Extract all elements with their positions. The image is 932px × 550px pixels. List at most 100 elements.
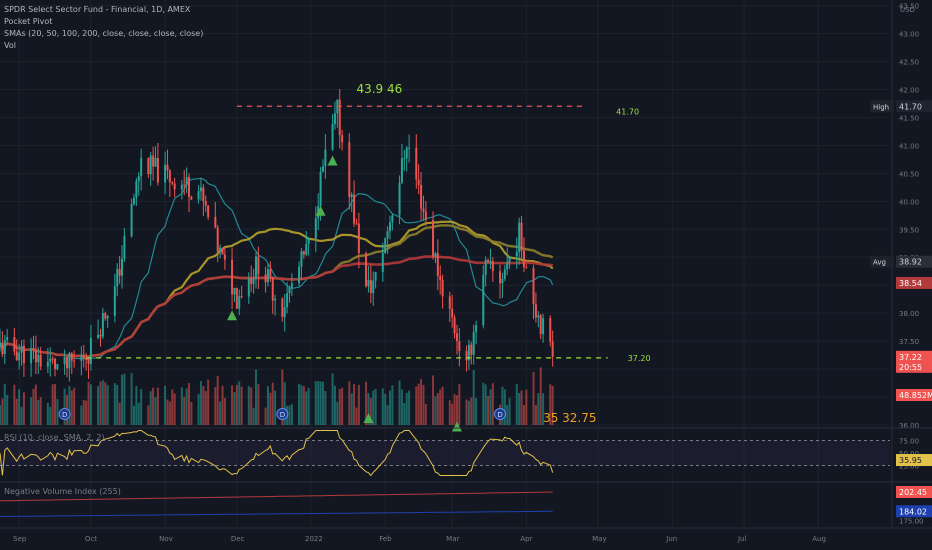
candle-body — [37, 354, 40, 363]
volume-bars — [0, 367, 554, 425]
candle-body — [436, 253, 439, 277]
volume-bar — [89, 384, 92, 425]
sma-badge-bg[interactable] — [896, 276, 932, 289]
candle-body — [266, 269, 269, 283]
volume-bar — [403, 403, 406, 425]
candle-body — [384, 238, 387, 254]
candle-body — [398, 182, 401, 216]
candle-body — [207, 205, 210, 217]
candle-body — [537, 315, 540, 318]
volume-bar — [85, 400, 88, 425]
volume-bar — [331, 373, 334, 425]
time-axis-label: Jun — [665, 535, 677, 543]
volume-bar — [135, 386, 138, 425]
candle-body — [381, 253, 384, 273]
rsi-pane-label[interactable]: RSI (10, close, SMA, 2, 2) — [4, 433, 105, 442]
price-axis-tick: 41.50 — [899, 114, 919, 122]
candle-body — [333, 113, 336, 125]
candle-body — [221, 247, 224, 255]
candle-body — [472, 331, 475, 355]
nvi-pane-label[interactable]: Negative Volume Index (255) — [4, 487, 121, 496]
volume-bar — [542, 393, 545, 425]
volume-bar — [341, 387, 344, 425]
volume-bar — [171, 389, 174, 425]
candle-body — [424, 211, 427, 221]
avg-badge: 38.92 — [899, 258, 922, 267]
candle-body — [97, 334, 100, 339]
candle-body — [542, 318, 545, 335]
volume-bar — [185, 388, 188, 425]
volume-bar — [374, 389, 377, 425]
volume-bar — [391, 385, 394, 425]
candle-body — [247, 278, 250, 297]
candle-body — [1, 342, 4, 355]
avg-badge-bg[interactable] — [896, 255, 932, 268]
rsi-line — [0, 430, 554, 477]
nvi-signal-badge-bg[interactable] — [896, 505, 932, 518]
volume-bar — [207, 379, 210, 425]
volume-bar — [348, 381, 351, 425]
candle-body — [250, 278, 253, 284]
candle-body — [65, 357, 68, 369]
candle-body — [80, 355, 83, 361]
indicator-vol[interactable]: Vol — [4, 41, 16, 50]
dividend-marker[interactable] — [276, 408, 289, 420]
candle-body — [32, 348, 35, 350]
price-axis-tick: 39.50 — [899, 226, 919, 234]
candle-body — [372, 280, 375, 294]
candle-body — [331, 124, 334, 150]
candle-body — [68, 353, 71, 369]
high-badge-bg[interactable] — [896, 100, 932, 113]
volume-bar — [97, 386, 100, 425]
candle-body — [46, 361, 49, 367]
candle-body — [183, 184, 186, 186]
candle-body — [135, 181, 138, 198]
volume-bar — [283, 382, 286, 425]
nvi-value-badge-bg[interactable] — [896, 485, 932, 498]
candle-body — [432, 220, 435, 257]
candle-body — [388, 222, 391, 232]
volume-bar — [132, 405, 135, 425]
dividend-marker[interactable] — [58, 408, 71, 420]
indicator-pocket-pivot[interactable]: Pocket Pivot — [4, 17, 53, 26]
candle-body — [6, 336, 9, 341]
candle-body — [254, 256, 257, 278]
symbol-title[interactable]: SPDR Select Sector Fund - Financial, 1D,… — [4, 5, 191, 14]
candle-body — [123, 236, 126, 259]
volume-bar — [250, 387, 253, 425]
indicator-smas[interactable]: SMAs (20, 50, 100, 200, close, close, cl… — [4, 29, 204, 38]
countdown-badge-bg[interactable] — [896, 360, 932, 373]
sma-badge: 38.54 — [899, 279, 922, 288]
volume-bar — [539, 367, 542, 425]
rsi-value-badge-bg[interactable] — [896, 454, 932, 467]
volume-bar — [37, 399, 40, 425]
volume-bar — [501, 386, 504, 425]
volume-bar — [321, 381, 324, 425]
rsi-value-badge: 35.95 — [899, 456, 922, 465]
candle-body — [132, 197, 135, 204]
candle-body — [101, 313, 104, 337]
candle-body — [39, 354, 42, 367]
volume-bar — [467, 400, 470, 425]
volume-bar — [298, 383, 301, 425]
rsi-axis-tick: 75.00 — [899, 438, 919, 446]
volume-bar — [274, 390, 277, 425]
price-axis-tick: 43.50 — [899, 3, 919, 11]
candle-body — [140, 158, 143, 177]
volume-badge-bg[interactable] — [896, 389, 932, 401]
last-price-badge-bg[interactable] — [896, 350, 932, 363]
volume-bar — [482, 382, 485, 425]
volume-bar — [219, 401, 222, 425]
volume-bar — [240, 386, 243, 425]
volume-bar — [508, 397, 511, 425]
pocket-pivot-marker — [227, 310, 238, 321]
dividend-marker[interactable] — [494, 408, 507, 420]
candle-body — [269, 269, 272, 277]
price-axis-tick: 43.00 — [899, 31, 919, 39]
candle-body — [286, 293, 289, 308]
currency-label: USD — [900, 6, 915, 14]
volume-bar — [353, 383, 356, 425]
candle-body — [420, 185, 423, 209]
candle-body — [152, 155, 155, 167]
